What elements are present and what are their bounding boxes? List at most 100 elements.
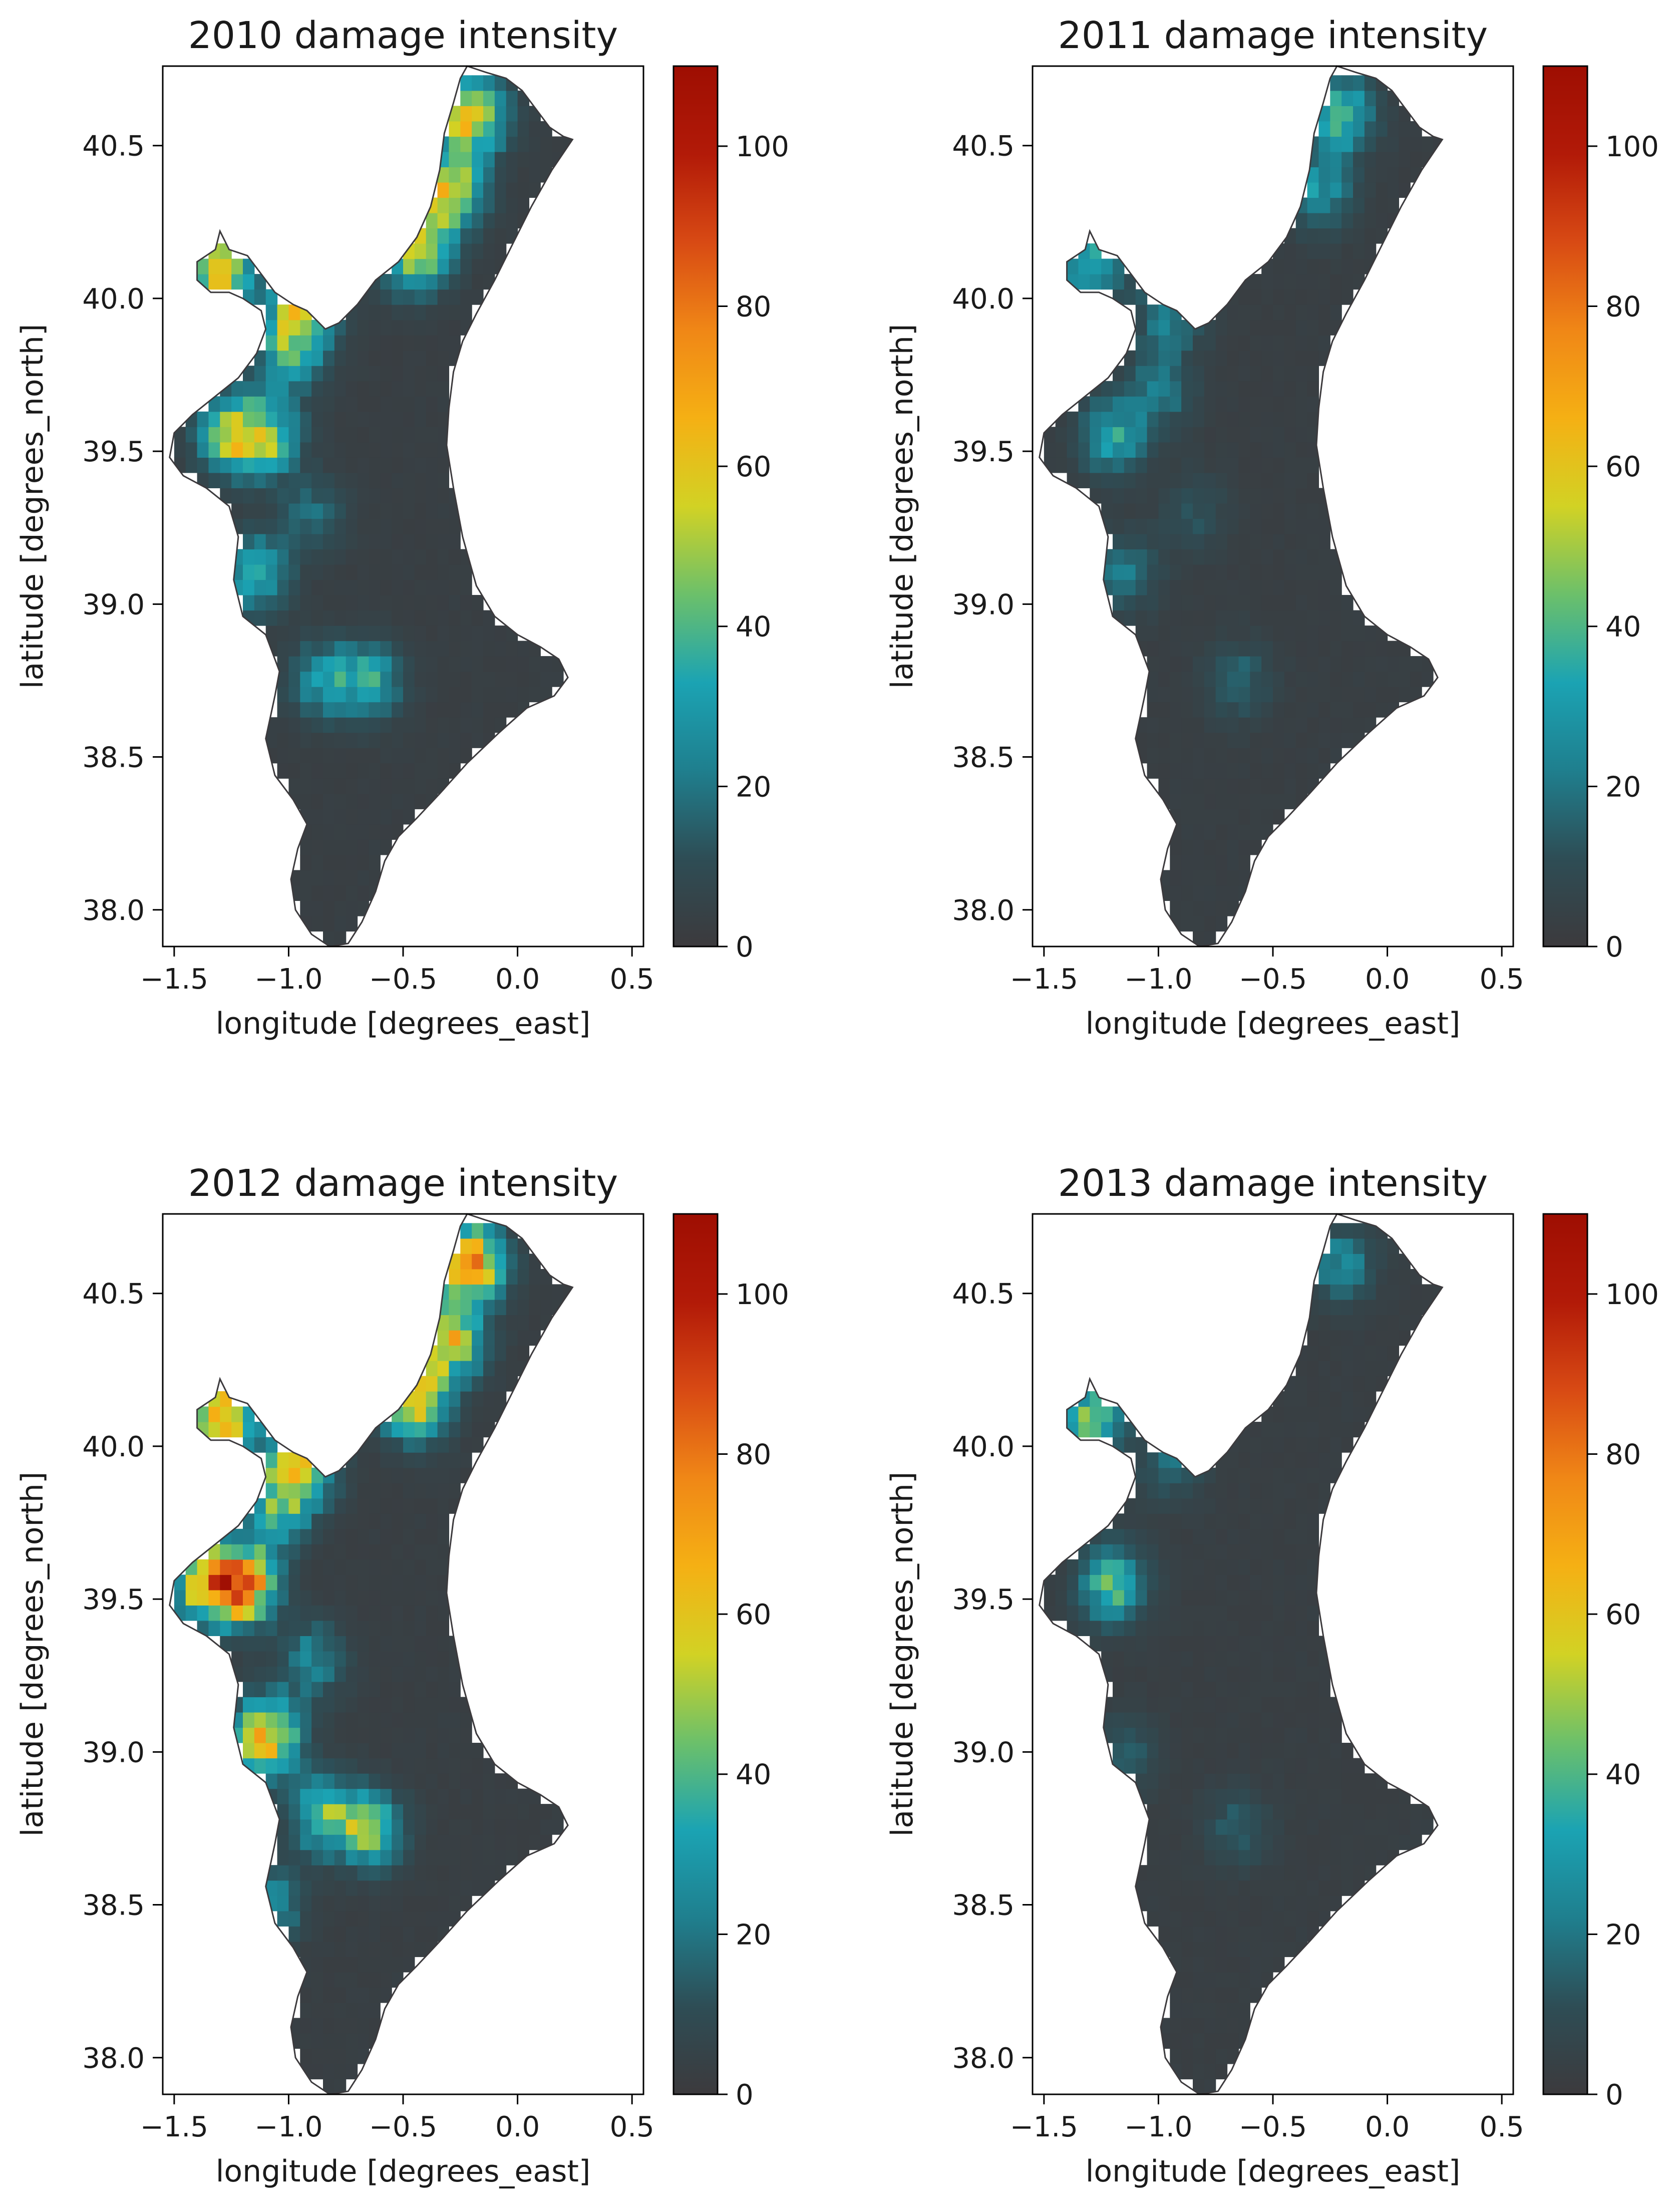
heatmap-cell	[449, 1896, 461, 1912]
heatmap-cell	[197, 1406, 209, 1422]
heatmap-cell	[1261, 1559, 1273, 1575]
heatmap-cell	[265, 366, 278, 382]
heatmap-cell	[265, 533, 278, 550]
heatmap-cell	[277, 1666, 289, 1682]
heatmap-cell	[1273, 687, 1285, 703]
heatmap-cell	[1273, 1406, 1285, 1422]
heatmap-cell	[1227, 2002, 1239, 2018]
heatmap-cell	[1147, 656, 1159, 672]
heatmap-cell	[334, 748, 347, 764]
heatmap-cell	[334, 518, 347, 534]
heatmap-cell	[472, 274, 484, 290]
heatmap-cell	[300, 1987, 312, 2003]
heatmap-cell	[334, 335, 347, 351]
heatmap-cell	[1330, 274, 1342, 290]
heatmap-cell	[1147, 533, 1159, 550]
heatmap-cell	[1353, 1406, 1365, 1422]
heatmap-cell	[437, 1804, 450, 1820]
heatmap-cell	[437, 1544, 450, 1560]
heatmap-cell	[1124, 503, 1136, 519]
heatmap-cell	[403, 1498, 415, 1514]
heatmap-cell	[1273, 457, 1285, 473]
heatmap-cell	[437, 1681, 450, 1698]
heatmap-cell	[334, 1926, 347, 1942]
heatmap-cell	[1295, 1727, 1308, 1743]
heatmap-cell	[277, 1681, 289, 1698]
heatmap-cell	[1273, 1528, 1285, 1544]
heatmap-cell	[1330, 1253, 1342, 1270]
heatmap-cell	[311, 1513, 323, 1529]
heatmap-cell	[472, 1330, 484, 1346]
heatmap-cell	[1135, 533, 1148, 550]
heatmap-cell	[437, 182, 450, 198]
heatmap-cell	[1238, 1559, 1250, 1575]
heatmap-cell	[1135, 1498, 1148, 1514]
heatmap-cell	[288, 564, 300, 580]
heatmap-cell	[392, 579, 404, 595]
heatmap-cell	[323, 1651, 335, 1667]
heatmap-cell	[1158, 1849, 1170, 1865]
heatmap-cell	[380, 1681, 392, 1698]
heatmap-cell	[460, 748, 472, 764]
heatmap-cell	[414, 1590, 427, 1606]
heatmap-cell	[1284, 1575, 1296, 1591]
heatmap-cell	[311, 396, 323, 412]
heatmap-cell	[1181, 854, 1193, 870]
heatmap-cell	[265, 625, 278, 642]
heatmap-cell	[288, 488, 300, 504]
heatmap-cell	[540, 656, 552, 672]
heatmap-cell	[506, 151, 518, 168]
x-tick-label: 0.0	[1365, 2111, 1410, 2143]
heatmap-cell	[300, 2002, 312, 2018]
heatmap-cell	[1307, 1315, 1319, 1331]
heatmap-cell	[1170, 885, 1182, 901]
heatmap-cell	[392, 564, 404, 580]
heatmap-cell	[460, 274, 472, 290]
heatmap-cell	[1318, 1788, 1330, 1804]
heatmap-cell	[437, 1498, 450, 1514]
heatmap-cell	[1227, 702, 1239, 718]
heatmap-cell	[231, 1559, 243, 1575]
heatmap-cell	[1261, 778, 1273, 794]
heatmap-cell	[1181, 610, 1193, 626]
heatmap-cell	[437, 1361, 450, 1377]
heatmap-cell	[288, 1651, 300, 1667]
heatmap-cell	[437, 1575, 450, 1591]
heatmap-cell	[1181, 1773, 1193, 1789]
heatmap-cell	[1215, 915, 1228, 932]
heatmap-cell	[460, 1345, 472, 1361]
heatmap-cell	[1250, 1437, 1262, 1453]
heatmap-cell	[1170, 1788, 1182, 1804]
heatmap-cell	[1135, 427, 1148, 443]
heatmap-cell	[1318, 1880, 1330, 1896]
heatmap-cell	[1284, 488, 1296, 504]
heatmap-cell	[1215, 1926, 1228, 1942]
heatmap-cell	[483, 625, 495, 642]
heatmap-cell	[449, 610, 461, 626]
heatmap-cell	[1181, 1865, 1193, 1881]
heatmap-cell	[346, 1559, 358, 1575]
heatmap-cell	[1193, 1804, 1205, 1820]
heatmap-cell	[403, 488, 415, 504]
heatmap-cell	[323, 1834, 335, 1850]
heatmap-cell	[483, 167, 495, 183]
heatmap-cell	[426, 1376, 438, 1392]
heatmap-cell	[1250, 1590, 1262, 1606]
heatmap-cell	[208, 1620, 220, 1636]
heatmap-cell	[483, 656, 495, 672]
heatmap-cell	[403, 732, 415, 748]
heatmap-cell	[1215, 350, 1228, 366]
heatmap-cell	[1147, 472, 1159, 488]
heatmap-cell	[483, 1834, 495, 1850]
heatmap-cell	[1307, 1727, 1319, 1743]
heatmap-cell	[1135, 381, 1148, 397]
heatmap-cell	[1181, 2002, 1193, 2018]
heatmap-cell	[1399, 1804, 1411, 1820]
heatmap-cell	[1147, 366, 1159, 382]
heatmap-cell	[1250, 1743, 1262, 1759]
heatmap-cell	[243, 381, 255, 397]
heatmap-cell	[1215, 1697, 1228, 1713]
heatmap-cell	[1284, 1498, 1296, 1514]
heatmap-cell	[472, 1299, 484, 1316]
heatmap-cell	[1261, 472, 1273, 488]
